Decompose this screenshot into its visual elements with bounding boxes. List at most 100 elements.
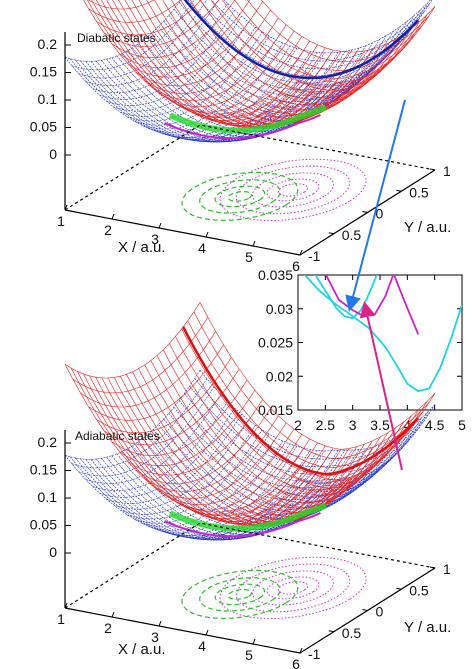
y-tick-label: 0.5 [409, 184, 429, 200]
highlight-curve [181, 326, 420, 476]
diabatic-axes: 0 0.05 0.1 0.15 0.2 1 2 3 4 5 6 -1 0.5 0 0.5 1 [30, 32, 451, 274]
mesh-line [64, 302, 201, 379]
contour-green [181, 171, 299, 221]
mesh-line [80, 458, 316, 540]
y-tick [328, 630, 334, 633]
inset-y-tick-label: 0.03 [266, 301, 293, 317]
x-tick [205, 629, 209, 636]
inset-x-tick-label: 3.5 [370, 417, 390, 433]
diabatic-ylabel: Y / a.u. [404, 219, 451, 236]
contour-magenta [235, 165, 351, 215]
contour-green [181, 569, 299, 619]
adiabatic-xlabel: X / a.u. [118, 641, 166, 658]
mesh-line [211, 0, 431, 62]
mesh-line [95, 377, 331, 526]
mesh-line [193, 311, 430, 460]
mesh-line [173, 8, 410, 91]
mesh-line [69, 456, 306, 538]
x-tick [158, 620, 162, 627]
mesh-line [95, 0, 319, 125]
mesh-line [153, 31, 389, 113]
mesh-line [261, 0, 436, 53]
mesh-line [106, 0, 331, 128]
z-tick-label: 0 [49, 544, 57, 560]
x-tick-label: 3 [151, 629, 159, 645]
mesh-line [92, 3, 228, 93]
inset-axes: 2 2.5 3 3.5 4 4.5 5 0.015 0.02 0.025 0.03 0.035 [258, 267, 466, 433]
z-tick-label: 0.15 [30, 462, 57, 478]
mesh-line [234, 0, 423, 71]
mesh-line [200, 0, 405, 94]
mesh-line [132, 445, 368, 527]
mesh-line [92, 401, 228, 491]
y-tick [396, 587, 402, 590]
contour-magenta [277, 581, 309, 595]
contour-green [199, 577, 281, 612]
floor-edge-back [64, 522, 436, 609]
arrow-magenta [359, 301, 403, 471]
contour-magenta [277, 183, 309, 197]
mesh-line [83, 0, 301, 115]
z-tick-label: 0.1 [38, 489, 58, 505]
mesh-line [144, 364, 381, 513]
mesh-line [64, 364, 301, 513]
mesh-line [91, 0, 313, 122]
floor-edge-back [64, 124, 436, 211]
mesh-line [154, 0, 374, 119]
contour-magenta [252, 570, 335, 606]
mesh-line [292, 401, 428, 489]
mesh-line [111, 0, 236, 58]
mesh-line [173, 406, 410, 489]
seam-green [168, 502, 328, 532]
z-tick-label: 0.2 [38, 36, 58, 52]
mesh-line [299, 0, 433, 85]
mesh-line [247, 0, 430, 62]
contour-magenta [266, 576, 320, 600]
mesh-line [221, 51, 357, 128]
y-tick-label: 0.5 [342, 625, 362, 641]
y-tick-label: 1 [443, 163, 451, 179]
inset-y-tick-label: 0.025 [258, 335, 293, 351]
y-tick [362, 609, 368, 611]
x-tick-label: 3 [151, 231, 159, 247]
mesh-line [127, 31, 263, 122]
x-tick-label: 4 [198, 638, 206, 654]
adiabatic-title: Adiabatic states [75, 429, 160, 443]
mesh-line [156, 355, 393, 504]
x-tick [299, 249, 303, 256]
inset-x-tick-label: 4.5 [425, 417, 445, 433]
inset-y-tick-label: 0.015 [258, 402, 293, 418]
mesh-line [180, 0, 393, 106]
x-tick-label: 5 [245, 647, 253, 663]
y-tick-label: 0.5 [342, 227, 362, 243]
adiabatic-contours [181, 556, 367, 620]
x-tick-label: 2 [104, 620, 112, 636]
mesh-line [138, 368, 374, 517]
contour-magenta [266, 178, 320, 202]
mesh-line [127, 429, 263, 520]
inset-frame [297, 274, 463, 411]
seam-magenta [164, 511, 321, 538]
mesh-line [137, 44, 373, 126]
y-tick-label: 0.5 [409, 582, 429, 598]
x-tick [299, 647, 303, 654]
mesh-line [83, 373, 319, 523]
mesh-line [187, 320, 423, 469]
diabatic-contours [181, 158, 367, 222]
inset-x-tick-label: 2.5 [316, 417, 336, 433]
z-tick-label: 0.05 [30, 119, 57, 135]
mesh-line [80, 331, 216, 408]
mesh-line [69, 58, 306, 140]
inset-y-tick-label: 0.035 [258, 267, 293, 283]
mesh-line [199, 302, 436, 450]
contour-green [214, 583, 266, 606]
arrow-blue [345, 99, 406, 312]
mesh-line [210, 0, 411, 87]
mesh-line [178, 400, 415, 482]
mesh-line [64, 455, 301, 537]
x-tick [205, 231, 209, 238]
y-tick [328, 232, 334, 235]
mesh-line [162, 349, 399, 498]
mesh-line [162, 0, 381, 115]
